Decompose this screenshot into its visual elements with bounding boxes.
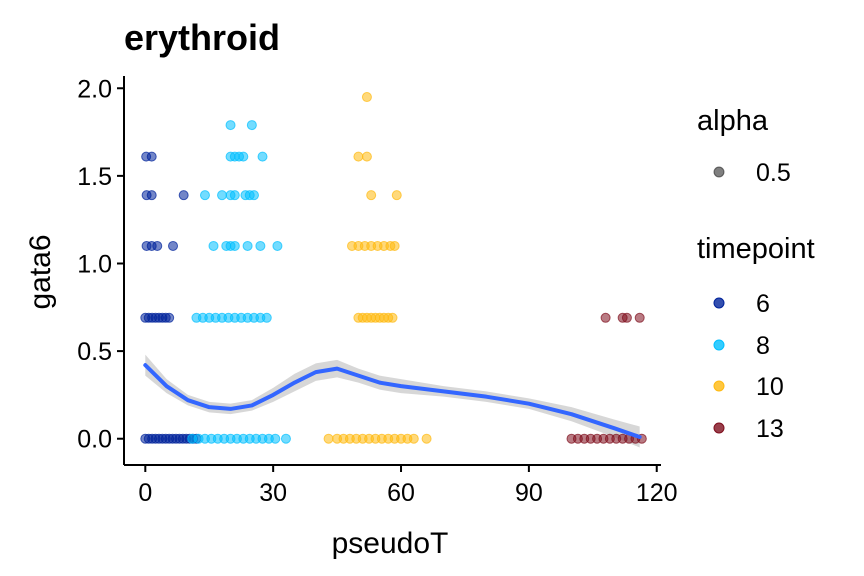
x-tick-label: 90 — [515, 479, 543, 507]
x-tick-label: 120 — [636, 479, 678, 507]
x-tick-label: 30 — [259, 479, 287, 507]
data-point-timepoint-10 — [408, 433, 419, 444]
data-point-timepoint-10 — [353, 151, 364, 162]
smooth-line-layer — [143, 363, 642, 439]
x-ticks: 0 30 60 90 120 — [138, 465, 678, 507]
data-point-timepoint-8 — [261, 312, 272, 323]
data-point-timepoint-10 — [366, 190, 377, 201]
data-point-timepoint-8 — [248, 190, 259, 201]
legend-label-timepoint-13: 13 — [756, 415, 784, 443]
data-point-timepoint-8 — [217, 190, 228, 201]
y-tick-label: 0.0 — [77, 426, 112, 454]
data-point-timepoint-8 — [255, 240, 266, 251]
data-point-timepoint-6 — [152, 240, 163, 251]
data-point-timepoint-10 — [387, 312, 398, 323]
data-point-timepoint-10 — [389, 240, 400, 251]
legend: alpha 0.5 timepoint 6 8 10 13 — [697, 105, 815, 443]
y-ticks: 0.0 0.5 1.0 1.5 2.0 — [77, 75, 124, 454]
points-layer — [140, 92, 647, 444]
y-tick-label: 2.0 — [77, 75, 112, 103]
data-point-timepoint-8 — [199, 190, 210, 201]
y-tick-label: 1.0 — [77, 250, 112, 278]
y-tick-label: 1.5 — [77, 163, 112, 191]
legend-key-timepoint-8 — [713, 339, 725, 351]
smooth-confidence-band — [145, 354, 640, 448]
y-tick-label: 0.5 — [77, 338, 112, 366]
legend-label-timepoint-10: 10 — [756, 373, 784, 401]
data-point-timepoint-6 — [164, 312, 175, 323]
legend-title-timepoint: timepoint — [697, 233, 815, 265]
data-point-timepoint-8 — [238, 151, 249, 162]
data-point-timepoint-6 — [146, 151, 157, 162]
data-point-timepoint-6 — [178, 190, 189, 201]
data-point-timepoint-8 — [208, 240, 219, 251]
legend-key-timepoint-6 — [713, 297, 725, 309]
legend-label-alpha: 0.5 — [756, 159, 791, 187]
x-tick-label: 60 — [387, 479, 415, 507]
data-point-timepoint-8 — [242, 240, 253, 251]
legend-label-timepoint-8: 8 — [756, 332, 770, 360]
legend-key-timepoint-13 — [713, 422, 725, 434]
data-point-timepoint-10 — [421, 433, 432, 444]
data-point-timepoint-8 — [272, 240, 283, 251]
plot-area — [140, 92, 647, 448]
data-point-timepoint-8 — [280, 433, 291, 444]
data-point-timepoint-6 — [146, 190, 157, 201]
data-point-timepoint-8 — [225, 120, 236, 131]
legend-title-alpha: alpha — [697, 105, 769, 137]
smooth-band-layer — [145, 354, 640, 448]
smooth-line — [143, 363, 642, 439]
data-point-timepoint-8 — [229, 190, 240, 201]
chart-title: erythroid — [124, 17, 280, 58]
x-tick-label: 0 — [138, 479, 152, 507]
data-point-timepoint-8 — [229, 240, 240, 251]
y-axis-title: gata6 — [24, 234, 57, 309]
data-point-timepoint-13 — [621, 312, 632, 323]
x-axis-title: pseudoT — [332, 527, 449, 560]
data-point-timepoint-10 — [391, 190, 402, 201]
data-point-timepoint-8 — [270, 433, 281, 444]
legend-label-timepoint-6: 6 — [756, 290, 770, 318]
data-point-timepoint-10 — [361, 151, 372, 162]
data-point-timepoint-8 — [246, 120, 257, 131]
axes: 0 30 60 90 120 0.0 0.5 1.0 1.5 2.0 — [77, 75, 677, 507]
legend-key-timepoint-10 — [713, 380, 725, 392]
legend-key-alpha — [713, 166, 725, 178]
data-point-timepoint-10 — [323, 433, 334, 444]
data-point-timepoint-10 — [361, 92, 372, 103]
data-point-timepoint-8 — [257, 151, 268, 162]
data-point-timepoint-6 — [168, 240, 179, 251]
data-point-timepoint-13 — [600, 312, 611, 323]
data-point-timepoint-13 — [634, 312, 645, 323]
